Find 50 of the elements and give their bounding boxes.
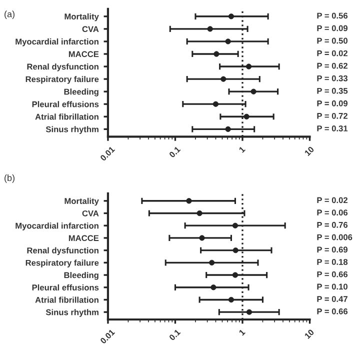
y-tick-label: Respiratory failure bbox=[26, 76, 99, 84]
text: P = 0.62 bbox=[317, 62, 348, 69]
y-tick-label: Bleeding bbox=[64, 272, 98, 280]
text: P = 0.02 bbox=[317, 197, 348, 204]
y-tick-label: Mortality bbox=[64, 13, 99, 22]
text: P = 0.35 bbox=[317, 88, 348, 94]
x-tick-label: 1 bbox=[238, 328, 246, 336]
y-tick-label: Atrial fibrillation bbox=[35, 114, 98, 120]
text: P = 0.09 bbox=[317, 100, 348, 106]
text: P = 0.66 bbox=[317, 308, 348, 314]
y-tick-label: Sinus rhythm bbox=[46, 309, 98, 317]
x-tick-label: 0.01 bbox=[100, 146, 116, 162]
y-tick-label: Mortality bbox=[64, 198, 99, 206]
x-tick-label: 10 bbox=[304, 328, 314, 340]
text: P = 0.50 bbox=[317, 38, 348, 44]
text: P = 0.47 bbox=[317, 296, 348, 302]
x-tick-label: 0.1 bbox=[168, 146, 181, 158]
y-tick-label: Myocardial infarction bbox=[16, 222, 98, 230]
text: (a) bbox=[4, 10, 14, 20]
text: P = 0.66 bbox=[317, 271, 348, 278]
y-tick-label: Pleural effusions bbox=[32, 284, 99, 290]
x-tick-label: 10 bbox=[304, 146, 314, 156]
y-tick-label: Renal dysfunction bbox=[27, 247, 98, 256]
y-tick-label: Myocardial infarction bbox=[16, 38, 98, 46]
y-tick-label: MACCE bbox=[68, 235, 99, 242]
text: P = 0.33 bbox=[317, 75, 348, 82]
text: P = 0.09 bbox=[317, 25, 348, 32]
y-tick-label: Atrial fibrillation bbox=[35, 296, 98, 303]
text: P = 0.76 bbox=[317, 222, 348, 228]
text: P = 0.56 bbox=[317, 12, 348, 19]
y-tick-label: CVA bbox=[82, 210, 99, 216]
y-tick-label: Renal dysfunction bbox=[27, 63, 98, 72]
y-tick-label: MACCE bbox=[68, 51, 99, 58]
y-tick-label: Bleeding bbox=[64, 88, 98, 96]
x-tick-label: 0.01 bbox=[100, 328, 116, 344]
text: P = 0.18 bbox=[317, 259, 348, 265]
text: P = 0.69 bbox=[317, 246, 348, 253]
text: P = 0.006 bbox=[317, 234, 352, 240]
text: P = 0.10 bbox=[317, 284, 348, 290]
y-tick-label: CVA bbox=[82, 26, 99, 32]
y-tick-label: Respiratory failure bbox=[26, 260, 99, 268]
text: (b) bbox=[4, 174, 14, 183]
y-tick-label: Sinus rhythm bbox=[46, 126, 98, 134]
y-tick-label: Pleural effusions bbox=[32, 101, 99, 108]
x-tick-label: 1 bbox=[238, 146, 246, 153]
text: P = 0.31 bbox=[317, 125, 348, 132]
text: P = 0.06 bbox=[317, 210, 348, 216]
x-tick-label: 0.1 bbox=[168, 328, 181, 341]
text: P = 0.72 bbox=[317, 112, 348, 119]
text: P = 0.02 bbox=[317, 50, 348, 56]
